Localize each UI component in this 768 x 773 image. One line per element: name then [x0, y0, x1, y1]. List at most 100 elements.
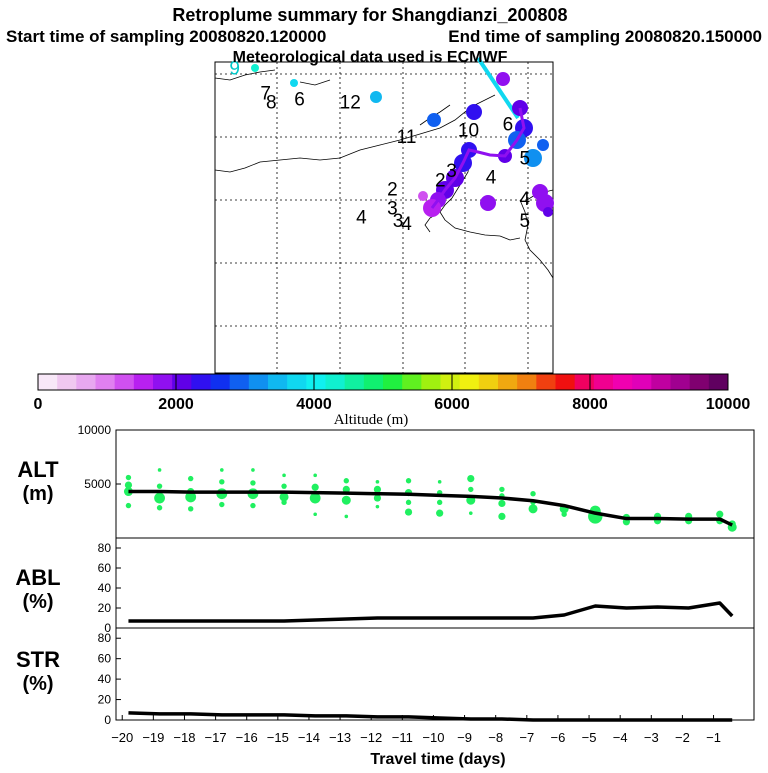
- cluster-point: [313, 512, 317, 517]
- colorbar-tick-label: 4000: [296, 396, 332, 413]
- colorbar-swatch: [670, 374, 691, 390]
- figure-title: Retroplume summary for Shangdianzi_20080…: [172, 5, 567, 25]
- colorbar-swatch: [383, 374, 403, 390]
- x-tick-label: −4: [613, 730, 628, 745]
- map-day-label: 11: [397, 127, 417, 148]
- trajectory-cluster: [251, 64, 259, 72]
- panel-frame: [115, 627, 755, 721]
- colorbar-swatch: [57, 374, 77, 390]
- cluster-point: [250, 480, 256, 486]
- panel-frame: [115, 537, 755, 629]
- y-tick-label: 20: [98, 601, 112, 615]
- x-tick-label: −6: [551, 730, 566, 745]
- alt-label: ALT: [17, 457, 59, 482]
- map-day-label: 8: [266, 93, 277, 114]
- map-day-label: 9: [229, 58, 240, 79]
- trajectory-cluster: [543, 207, 553, 217]
- map-day-label: 5: [520, 149, 531, 170]
- cluster-point: [373, 494, 382, 502]
- cluster-point: [251, 468, 255, 472]
- colorbar-tick-label: 10000: [706, 396, 751, 413]
- x-tick-label: −12: [360, 730, 382, 745]
- trajectory-cluster: [496, 72, 510, 86]
- cluster-point: [468, 486, 474, 493]
- y-tick-label: 0: [104, 621, 111, 635]
- cluster-point: [405, 478, 412, 484]
- map-day-label: 2: [387, 180, 398, 201]
- colorbar-swatch: [306, 374, 326, 390]
- map-day-label: 5: [520, 211, 531, 232]
- map-day-label: 3: [446, 161, 457, 182]
- y-tick-label: 40: [98, 672, 112, 686]
- cluster-point: [124, 481, 133, 489]
- cluster-point: [250, 502, 256, 509]
- colorbar-tick-label: 0: [34, 396, 43, 413]
- map-day-label: 6: [294, 90, 305, 111]
- cluster-point: [499, 486, 505, 493]
- colorbar-swatch: [555, 374, 576, 390]
- x-tick-label: −5: [582, 730, 597, 745]
- cluster-point: [373, 485, 382, 493]
- map-gridlines: [215, 62, 553, 373]
- trajectory-markers: [251, 56, 554, 217]
- cluster-point: [436, 509, 444, 517]
- x-tick-label: −16: [236, 730, 258, 745]
- trajectory-cluster: [418, 191, 428, 201]
- alt-unit-label: (m): [22, 483, 53, 505]
- cluster-point: [528, 504, 538, 514]
- str-unit-label: (%): [22, 673, 53, 695]
- cluster-point: [156, 505, 163, 511]
- colorbar-swatch: [708, 374, 729, 390]
- abl-label: ABL: [15, 565, 60, 590]
- cluster-point: [156, 483, 163, 489]
- cluster-point: [281, 483, 287, 489]
- x-axis-title: Travel time (days): [370, 751, 505, 768]
- trajectory-arrow: [476, 56, 520, 120]
- cluster-point: [437, 480, 442, 484]
- cluster-point: [498, 512, 506, 521]
- x-tick-label: −10: [422, 730, 444, 745]
- colorbar-tick-label: 8000: [572, 396, 608, 413]
- colorbar-swatch: [593, 374, 614, 390]
- colorbar-swatch: [498, 374, 518, 390]
- cluster-point: [125, 502, 132, 509]
- colorbar-label: Altitude (m): [334, 412, 409, 428]
- map-frame: [214, 61, 554, 374]
- cluster-point: [498, 499, 506, 508]
- series-line: [128, 489, 733, 527]
- trajectory-cluster: [537, 139, 549, 151]
- colorbar-swatch: [459, 374, 480, 390]
- y-tick-label: 0: [104, 713, 111, 727]
- cluster-point: [313, 473, 317, 478]
- colorbar-swatch: [421, 374, 441, 390]
- colorbar-tick-label: 2000: [158, 396, 194, 413]
- colorbar-swatch: [268, 374, 288, 390]
- map-day-label: 2: [435, 170, 446, 191]
- cluster-point: [375, 480, 380, 484]
- x-tick-label: −20: [111, 730, 133, 745]
- cluster-point: [341, 495, 351, 505]
- cluster-point: [281, 499, 287, 506]
- colorbar-swatch: [325, 374, 346, 390]
- x-tick-label: −2: [675, 730, 690, 745]
- str-label: STR: [16, 647, 60, 672]
- colorbar-swatch: [191, 374, 211, 390]
- trajectory-cluster: [480, 195, 496, 211]
- cluster-point: [436, 499, 443, 506]
- colorbar-swatch: [689, 374, 710, 390]
- colorbar-swatch: [574, 374, 595, 390]
- cluster-point: [185, 491, 197, 503]
- series-line: [128, 711, 733, 722]
- colorbar-tick-label: 6000: [434, 396, 470, 413]
- map-day-label: 4: [520, 189, 531, 210]
- colorbar-swatch: [440, 374, 461, 390]
- cluster-point: [344, 514, 349, 519]
- cluster-point: [468, 511, 473, 515]
- colorbar-swatch: [210, 374, 231, 390]
- map-day-label: 4: [401, 214, 412, 235]
- cluster-point: [282, 473, 286, 478]
- cluster-point: [343, 478, 350, 484]
- colorbar-swatch: [651, 374, 671, 390]
